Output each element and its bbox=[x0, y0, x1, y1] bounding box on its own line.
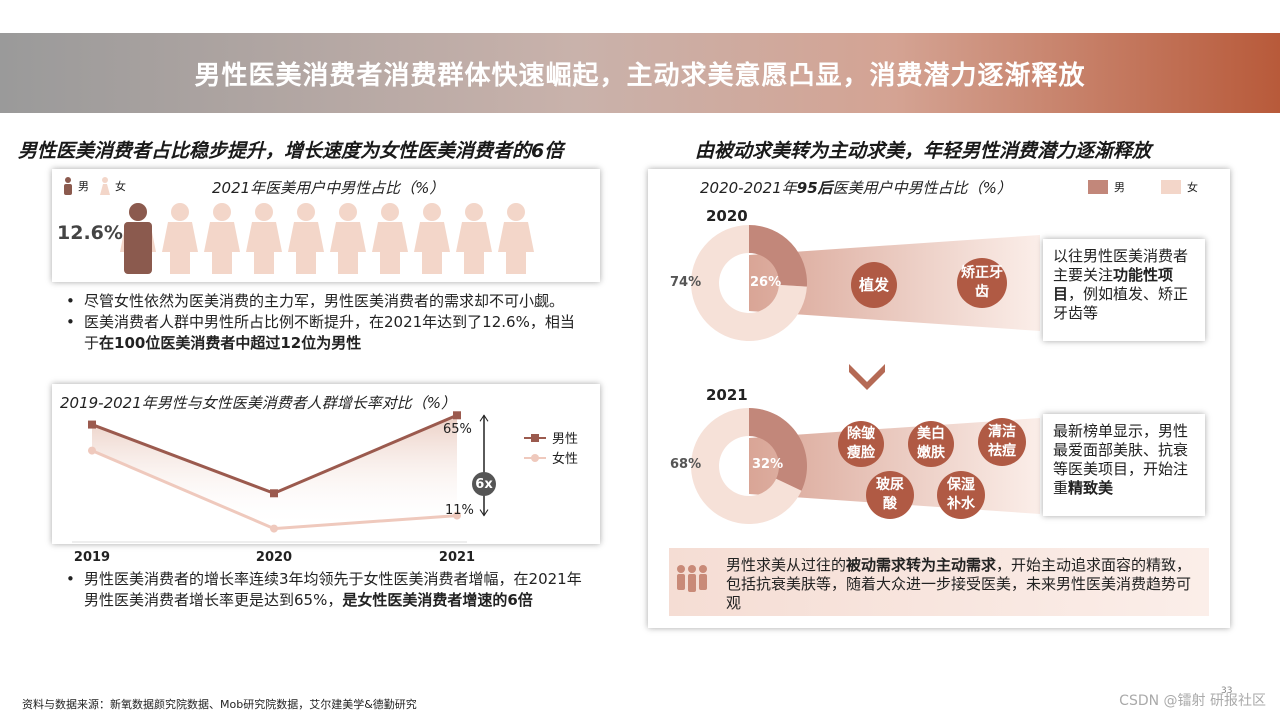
point-female bbox=[453, 511, 461, 520]
growth-area bbox=[92, 415, 457, 529]
legend-female-label: 女 bbox=[115, 180, 126, 193]
male-2021-label: 65% bbox=[443, 422, 472, 437]
desc-2020: 以往男性医美消费者主要关注功能性项目，例如植发、矫正牙齿等 bbox=[1043, 239, 1205, 341]
bullet-item: 尽管女性依然为医美消费的主力军，男性医美消费者的需求却不可小觑。 bbox=[62, 291, 582, 312]
bubble-wrinkle-slim: 除皱瘦脸 bbox=[838, 421, 884, 467]
point-male bbox=[88, 420, 96, 429]
growth-line-chart: 2019 2020 2021 bbox=[72, 411, 489, 565]
bubble-teeth-correction: 矫正牙齿 bbox=[957, 258, 1007, 308]
bubble-whitening: 美白嫩肤 bbox=[908, 421, 954, 467]
summary-box bbox=[669, 548, 1209, 616]
female-2021-label: 11% bbox=[445, 503, 474, 518]
person-figure bbox=[288, 203, 324, 274]
person-figure bbox=[414, 203, 450, 274]
donut-2021-male-slice bbox=[749, 408, 807, 491]
donut-2021-male-label: 32% bbox=[752, 457, 784, 472]
legend-female: 女性 bbox=[524, 448, 578, 467]
watermark: CSDN @镭射 研报社区 bbox=[1119, 693, 1266, 709]
page-number: 33 bbox=[1221, 686, 1233, 696]
person-figure bbox=[372, 203, 408, 274]
donut-2020-female-slice bbox=[691, 225, 807, 342]
person-figure bbox=[204, 203, 240, 274]
point-female bbox=[270, 524, 278, 533]
people-group-icon bbox=[677, 565, 707, 592]
person-figure bbox=[330, 203, 366, 274]
male-share-value: 12.6% bbox=[57, 222, 123, 244]
source-footnote: 资料与数据来源：新氧数据颜究院数据、Mob研究院数据，艾尔建美学&德勤研究 bbox=[22, 698, 417, 711]
donut-2020-male-slice bbox=[749, 225, 807, 287]
left-section-title: 男性医美消费者占比稳步提升，增长速度为女性医美消费者的6倍 bbox=[18, 140, 564, 162]
page-title: 男性医美消费者消费群体快速崛起，主动求美意愿凸显，消费潜力逐渐释放 bbox=[194, 60, 1086, 91]
bubble-hyaluronic: 玻尿酸 bbox=[866, 471, 914, 519]
right-section-title: 由被动求美转为主动求美，年轻男性消费潜力逐渐释放 bbox=[695, 140, 1152, 162]
x-tick-label: 2020 bbox=[256, 550, 292, 565]
person-pictogram bbox=[120, 203, 534, 274]
person-figure bbox=[498, 203, 534, 274]
growth-bullets: 男性医美消费者的增长率连续3年均领先于女性医美消费者增幅，在2021年男性医美消… bbox=[62, 569, 592, 611]
person-figure bbox=[246, 203, 282, 274]
bubble-acne-cleansing: 清洁祛痘 bbox=[978, 418, 1026, 466]
donut-2020-female-label: 74% bbox=[670, 275, 702, 290]
person-figure bbox=[162, 203, 198, 274]
title-banner: 男性医美消费者消费群体快速崛起，主动求美意愿凸显，消费潜力逐渐释放 bbox=[0, 33, 1280, 113]
bullet-item: 医美消费者人群中男性所占比例不断提升，在2021年达到了12.6%，相当于在10… bbox=[62, 312, 582, 354]
legend-male: 男性 bbox=[524, 428, 578, 447]
male-share-fill bbox=[124, 203, 152, 274]
x-tick-label: 2019 bbox=[74, 550, 110, 565]
share-legend: 男 女 bbox=[62, 177, 126, 195]
desc-2021: 最新榜单显示，男性最爱面部美肤、抗衰等医美项目，开始注重精致美 bbox=[1043, 414, 1205, 516]
bubble-hair-transplant: 植发 bbox=[851, 262, 897, 308]
person-figure bbox=[456, 203, 492, 274]
summary-text: 男性求美从过往的被动需求转为主动需求，开始主动追求面容的精致，包括抗衰美肤等，随… bbox=[726, 556, 1192, 612]
donut-2021-female-label: 68% bbox=[670, 457, 702, 472]
bubble-moisturizing: 保湿补水 bbox=[937, 471, 985, 519]
person-figure bbox=[120, 203, 156, 274]
growth-card-title: 2019-2021年男性与女性医美消费者人群增长率对比（%） bbox=[60, 394, 457, 412]
bullet-item: 男性医美消费者的增长率连续3年均领先于女性医美消费者增幅，在2021年男性医美消… bbox=[62, 569, 592, 611]
point-female bbox=[88, 446, 96, 455]
point-male bbox=[453, 411, 461, 420]
year-2021-label: 2021 bbox=[706, 386, 748, 404]
donut-2021-female-slice bbox=[691, 408, 802, 524]
share-card-title: 2021年医美用户中男性占比（%） bbox=[212, 179, 445, 197]
multiplier-badge: 6x bbox=[472, 472, 496, 496]
male-share-card: 男 女 2021年医美用户中男性占比（%） 12.6% bbox=[52, 169, 600, 282]
female-person-icon bbox=[100, 177, 110, 195]
male-person-icon bbox=[64, 177, 72, 195]
share-bullets: 尽管女性依然为医美消费的主力军，男性医美消费者的需求却不可小觑。 医美消费者人群… bbox=[62, 291, 582, 354]
legend-male-label: 男 bbox=[78, 180, 89, 193]
donut-2020-male-label: 26% bbox=[750, 275, 782, 290]
young-card-title: 2020-2021年95后医美用户中男性占比（%） bbox=[700, 179, 1012, 197]
donut-legend: 男 女 bbox=[1088, 179, 1198, 195]
x-tick-label: 2021 bbox=[439, 550, 475, 565]
chevron-down-icon bbox=[849, 364, 885, 390]
year-2020-label: 2020 bbox=[706, 207, 748, 225]
point-male bbox=[270, 489, 278, 498]
